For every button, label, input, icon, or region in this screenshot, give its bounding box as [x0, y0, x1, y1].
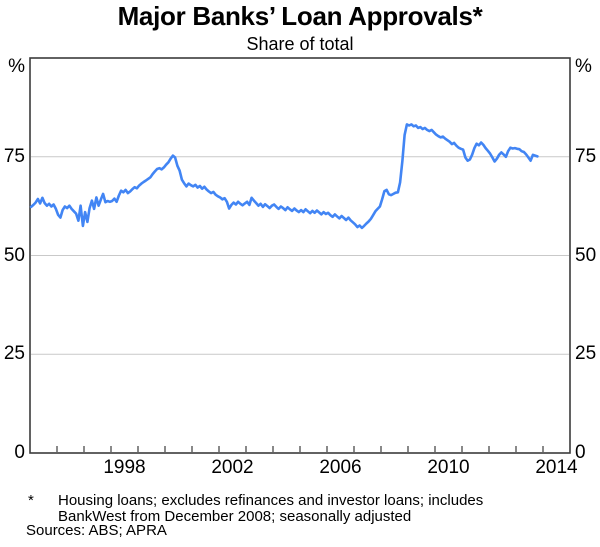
chart-title: Major Banks’ Loan Approvals* — [117, 1, 483, 31]
y-tick-label-right-0: 0 — [575, 442, 586, 463]
y-tick-label-left-0: 0 — [14, 442, 25, 463]
y-tick-label-right-50: 50 — [575, 244, 597, 266]
y-tick-label-right-75: 75 — [575, 145, 597, 167]
y-axis-unit-right: % — [575, 56, 592, 77]
sources-note: Sources: ABS; APRA — [26, 522, 167, 539]
y-tick-label-left-75: 75 — [3, 145, 25, 167]
y-tick-label-left-25: 25 — [3, 343, 25, 365]
chart-subtitle: Share of total — [246, 34, 354, 54]
plot-frame — [29, 57, 571, 454]
x-tick-label-2010: 2010 — [427, 457, 470, 478]
y-axis-unit-left: % — [8, 56, 25, 77]
footnote-marker: * — [28, 492, 34, 509]
x-tick-label-2006: 2006 — [319, 457, 362, 478]
y-tick-label-left-50: 50 — [3, 244, 25, 266]
x-tick-label-1998: 1998 — [103, 457, 146, 478]
x-tick-label-2002: 2002 — [211, 457, 254, 478]
y-tick-label-right-25: 25 — [575, 343, 597, 365]
data-line-major-banks — [29, 123, 539, 230]
footnote: * Housing loans; excludes refinances and… — [28, 493, 548, 525]
x-tick-label-2014: 2014 — [535, 457, 578, 478]
footnote-text: Housing loans; excludes refinances and i… — [58, 492, 484, 525]
